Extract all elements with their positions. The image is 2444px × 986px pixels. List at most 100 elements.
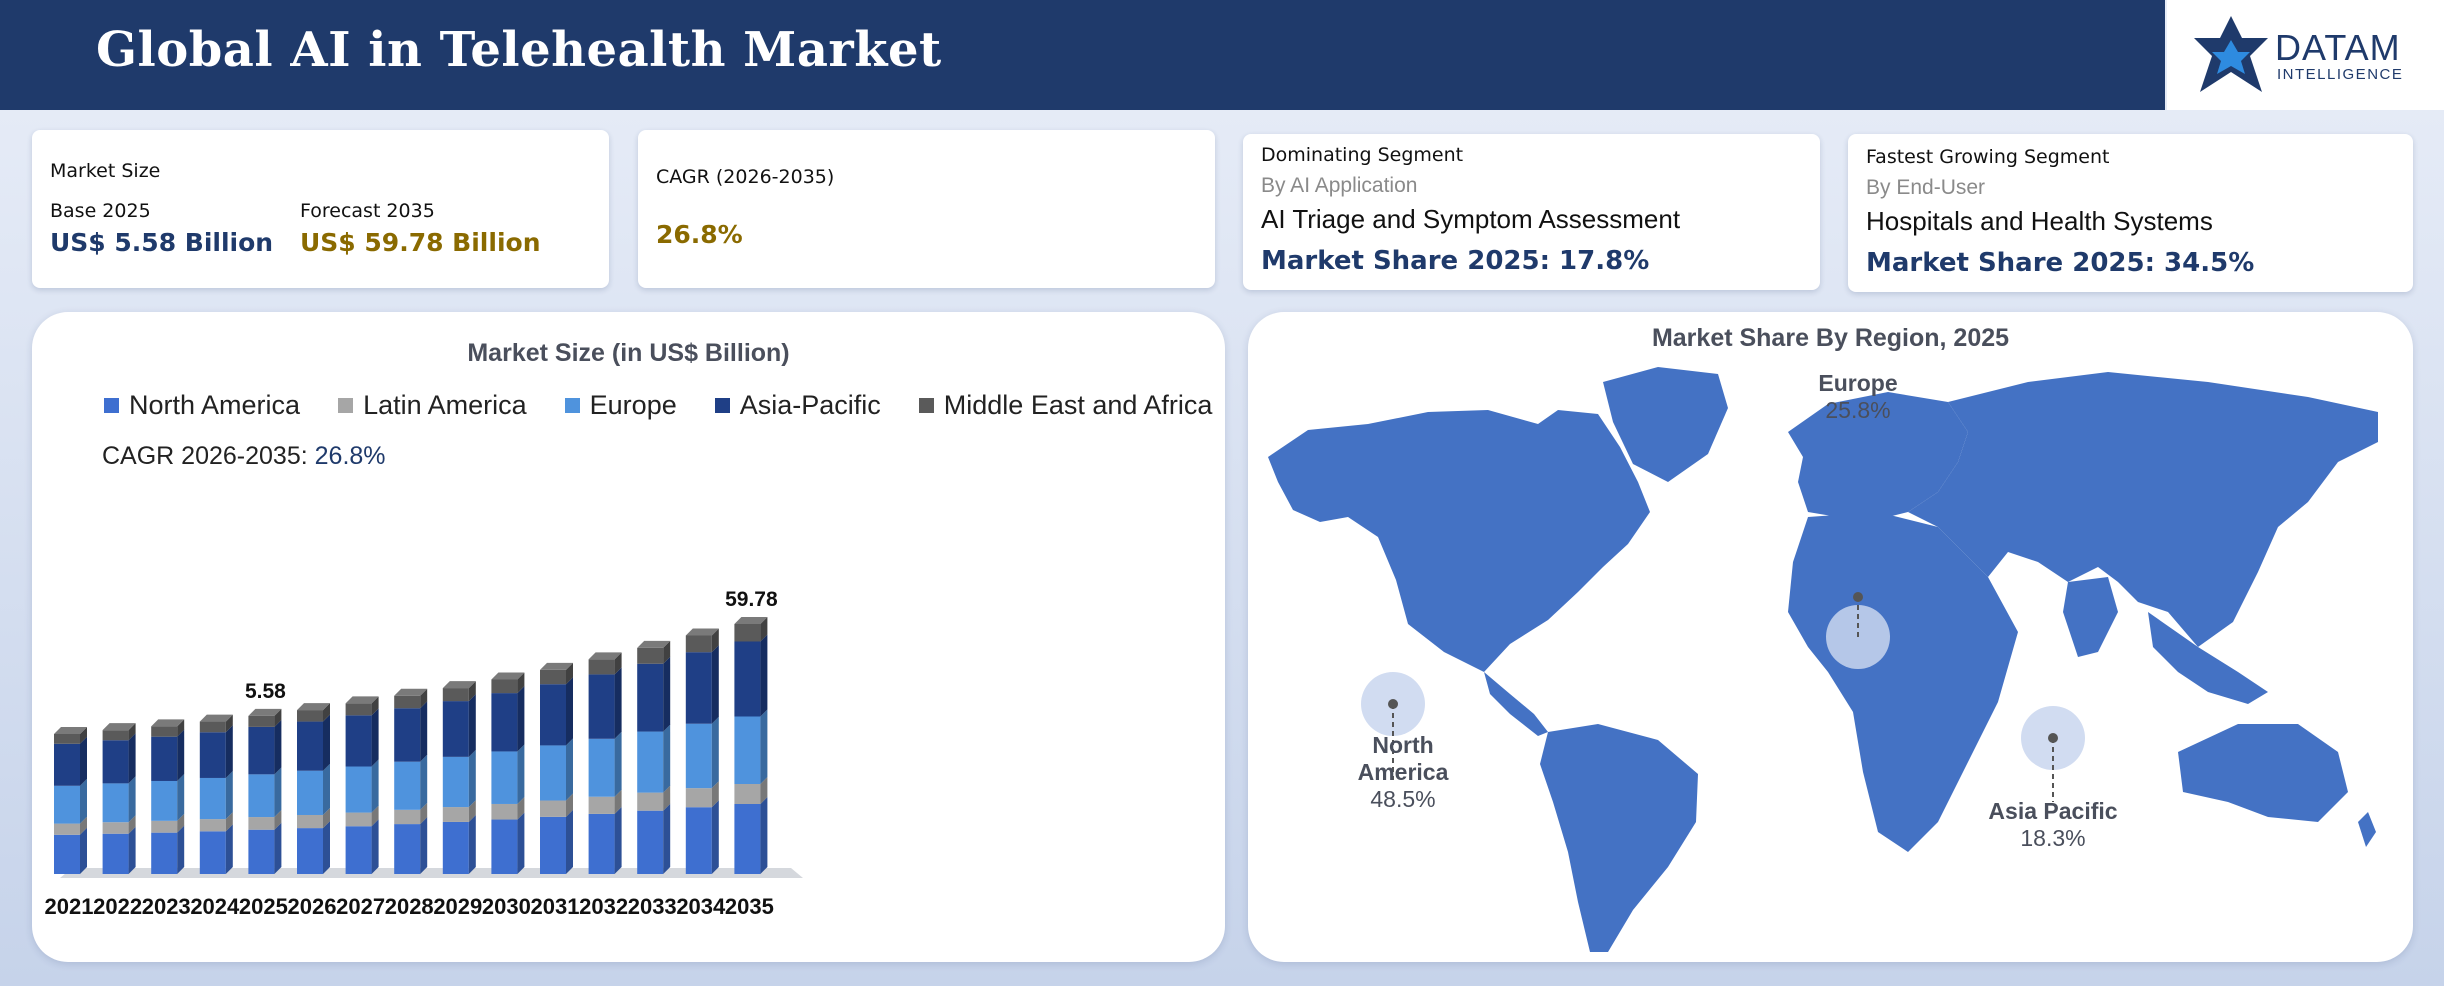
cagr-title: CAGR (2026-2035) xyxy=(656,166,835,188)
bar-side-2035-2 xyxy=(760,709,768,784)
bar-2025-4 xyxy=(248,715,275,727)
legend-swatch-mea xyxy=(918,398,934,413)
x-tick-label-2026: 2026 xyxy=(288,894,337,919)
bar-2027-1 xyxy=(345,812,372,827)
region-map-panel: Market Share By Region, 2025 xyxy=(1248,312,2413,962)
market-size-card: Market Size Base 2025 US$ 5.58 Billion F… xyxy=(32,130,609,288)
bar-side-2034-4 xyxy=(711,628,719,653)
bar-2023-3 xyxy=(151,736,178,781)
bar-side-2026-0 xyxy=(323,821,330,874)
bar-2028-4 xyxy=(394,695,421,709)
bar-2025-0 xyxy=(248,829,275,874)
bar-chart: 2021 2022 2023 2024 2025 5.58 2026 2027 2028 2029… xyxy=(45,588,803,919)
logo: DATAM INTELLIGENCE xyxy=(2167,0,2444,110)
bar-2022-1 xyxy=(102,822,129,834)
bar-2033-1 xyxy=(637,792,664,811)
bar-2024-4 xyxy=(199,721,226,733)
bar-2032-3 xyxy=(588,674,615,739)
bar-side-2027-4 xyxy=(371,696,379,716)
legend-label-asia-pacific: Asia-Pacific xyxy=(739,390,881,420)
bar-side-2021-0 xyxy=(80,827,87,874)
bar-2027-3 xyxy=(345,715,372,767)
bar-side-2031-4 xyxy=(566,662,573,685)
page-title: Global AI in Telehealth Market xyxy=(96,22,942,78)
logo-text: DATAM xyxy=(2275,27,2401,68)
bar-side-2026-3 xyxy=(323,714,330,771)
map-asia xyxy=(1908,372,2378,647)
bar-top-2032 xyxy=(588,652,622,660)
logo-subtext: INTELLIGENCE xyxy=(2277,66,2404,83)
bar-2021-1 xyxy=(54,823,80,835)
bar-side-2024-1 xyxy=(225,812,233,832)
bar-2031-0 xyxy=(540,816,566,874)
bar-side-2030-1 xyxy=(517,796,525,820)
bar-2024-3 xyxy=(199,732,226,778)
bar-side-2023-3 xyxy=(177,729,185,781)
bar-2022-0 xyxy=(102,833,129,874)
bar-2029-3 xyxy=(442,701,469,757)
bar-side-2031-2 xyxy=(566,738,573,801)
region-name-asia-pacific: Asia Pacific xyxy=(1988,798,2118,824)
forecast-label: Forecast 2035 xyxy=(300,200,435,222)
bar-side-2022-3 xyxy=(128,733,136,784)
bar-side-2025-4 xyxy=(274,708,282,727)
bar-2030-3 xyxy=(491,693,518,752)
cagr-value: 26.8% xyxy=(656,220,743,249)
bar-2028-2 xyxy=(394,761,421,810)
bar-2021-2 xyxy=(54,785,80,824)
bar-2035-2 xyxy=(734,716,761,784)
bar-side-2026-1 xyxy=(323,807,330,829)
bar-top-2034 xyxy=(685,628,719,636)
bar-side-2022-4 xyxy=(128,723,136,741)
bar-side-2032-1 xyxy=(614,789,622,814)
bar-2030-0 xyxy=(491,819,518,874)
bar-side-2027-3 xyxy=(371,708,379,767)
bar-side-2035-0 xyxy=(760,797,768,874)
bar-side-2032-4 xyxy=(614,652,622,675)
bar-2026-3 xyxy=(297,721,323,771)
bar-side-2034-1 xyxy=(711,781,719,808)
dominating-subtitle: By AI Application xyxy=(1261,174,1418,197)
x-tick-label-2035: 2035 xyxy=(725,894,774,919)
region-value-north-america: 48.5% xyxy=(1370,786,1436,812)
bar-2032-0 xyxy=(588,813,615,874)
bar-side-2023-1 xyxy=(177,813,185,833)
bar-side-2021-1 xyxy=(80,816,87,835)
bar-side-2032-0 xyxy=(614,806,622,874)
legend-item-north-america: North America xyxy=(104,390,300,421)
bar-side-2028-4 xyxy=(420,688,428,709)
bar-side-2029-1 xyxy=(468,800,476,822)
x-tick-label-2033: 2033 xyxy=(628,894,677,919)
bar-top-2025 xyxy=(248,708,282,716)
bar-side-2027-1 xyxy=(371,805,379,827)
bar-top-2022 xyxy=(102,723,136,731)
bar-side-2022-2 xyxy=(128,776,136,823)
bar-2029-4 xyxy=(442,688,469,702)
bar-top-2028 xyxy=(394,688,428,696)
fastest-segment-card: Fastest Growing Segment By End-User Hosp… xyxy=(1848,134,2413,292)
bar-side-2030-4 xyxy=(517,672,525,694)
region-value-asia-pacific: 18.3% xyxy=(2020,825,2086,851)
bar-2034-0 xyxy=(685,807,712,874)
bar-side-2027-2 xyxy=(371,759,379,813)
world-map xyxy=(1268,367,2378,952)
bar-2028-3 xyxy=(394,708,421,762)
bar-side-2028-1 xyxy=(420,802,428,825)
bar-2034-2 xyxy=(685,723,712,789)
forecast-value: US$ 59.78 Billion xyxy=(300,228,541,257)
bar-2032-1 xyxy=(588,796,615,814)
bar-2029-0 xyxy=(442,821,469,874)
bar-side-2033-2 xyxy=(663,724,671,793)
map-north-america xyxy=(1268,410,1650,672)
base-year-value: US$ 5.58 Billion xyxy=(50,228,274,257)
bar-side-2034-2 xyxy=(711,716,719,789)
chart-cagr-value: 26.8% xyxy=(314,442,386,470)
bar-2027-2 xyxy=(345,766,372,813)
bar-2025-1 xyxy=(248,817,275,830)
bar-side-2025-2 xyxy=(274,767,282,818)
map-india xyxy=(2063,577,2118,657)
bar-side-2029-0 xyxy=(468,814,476,874)
bar-2030-2 xyxy=(491,751,518,804)
market-size-chart-panel: Market Size (in US$ Billion) North Ameri… xyxy=(32,312,1225,962)
bar-2025-3 xyxy=(248,726,275,775)
